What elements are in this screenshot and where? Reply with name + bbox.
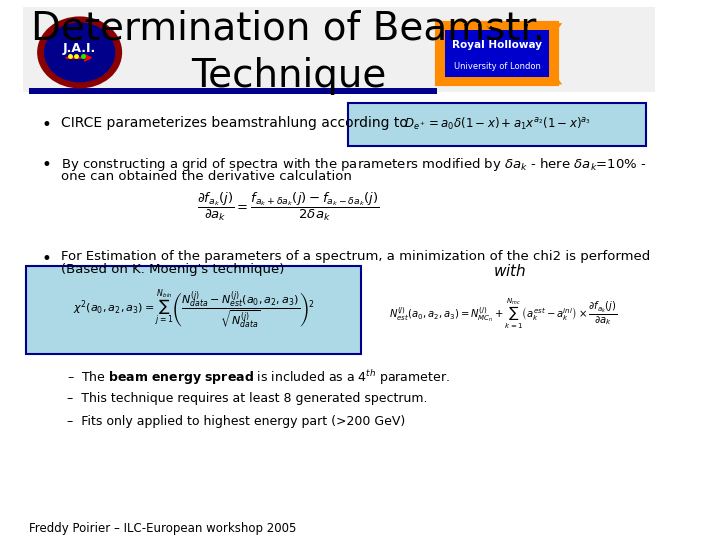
Polygon shape — [485, 23, 492, 28]
FancyBboxPatch shape — [348, 103, 646, 146]
FancyBboxPatch shape — [26, 266, 361, 354]
Polygon shape — [444, 23, 451, 28]
FancyBboxPatch shape — [29, 87, 437, 94]
Polygon shape — [485, 79, 492, 84]
Polygon shape — [471, 79, 479, 84]
FancyBboxPatch shape — [445, 30, 549, 78]
Text: Determination of Beamstr.
Technique: Determination of Beamstr. Technique — [31, 10, 546, 95]
Text: –  The $\mathbf{beam\ energy\ spread}$ is included as a 4$^{th}$ parameter.: – The $\mathbf{beam\ energy\ spread}$ is… — [67, 368, 450, 387]
Polygon shape — [499, 23, 507, 28]
Text: •: • — [42, 117, 52, 134]
Text: University of London: University of London — [454, 62, 541, 71]
Ellipse shape — [38, 18, 121, 87]
Text: (Based on K. Moenig's technique): (Based on K. Moenig's technique) — [60, 263, 284, 276]
Text: Freddy Poirier – ILC-European workshop 2005: Freddy Poirier – ILC-European workshop 2… — [29, 522, 297, 535]
Text: one can obtained the derivative calculation: one can obtained the derivative calculat… — [60, 170, 351, 183]
Text: –  This technique requires at least 8 generated spectrum.: – This technique requires at least 8 gen… — [67, 392, 428, 405]
Text: $\chi^2(a_0,a_2,a_3)=\sum_{j=1}^{N_{bin}}\left(\dfrac{N_{data}^{(j)}-N_{est}^{(j: $\chi^2(a_0,a_2,a_3)=\sum_{j=1}^{N_{bin}… — [73, 287, 315, 332]
Polygon shape — [457, 23, 465, 28]
Polygon shape — [471, 23, 479, 28]
Ellipse shape — [43, 22, 116, 83]
Polygon shape — [444, 79, 451, 84]
Text: •: • — [42, 249, 52, 268]
Text: •: • — [42, 157, 52, 174]
Text: Royal Holloway: Royal Holloway — [452, 39, 542, 50]
Polygon shape — [527, 79, 534, 84]
Polygon shape — [527, 23, 534, 28]
FancyBboxPatch shape — [23, 7, 655, 92]
Polygon shape — [457, 79, 465, 84]
Polygon shape — [541, 23, 549, 28]
Polygon shape — [541, 79, 549, 84]
Text: $\mathit{with}$: $\mathit{with}$ — [493, 263, 526, 279]
Text: For Estimation of the parameters of a spectrum, a minimization of the chi2 is pe: For Estimation of the parameters of a sp… — [60, 249, 650, 262]
FancyBboxPatch shape — [437, 23, 557, 84]
Text: $\dfrac{\partial f_{a_k}(j)}{\partial a_k} = \dfrac{f_{a_k+\delta a_k}(j) - f_{a: $\dfrac{\partial f_{a_k}(j)}{\partial a_… — [197, 191, 379, 224]
Polygon shape — [513, 23, 521, 28]
Text: J.A.I.: J.A.I. — [63, 42, 96, 55]
Text: –  Fits only applied to highest energy part (>200 GeV): – Fits only applied to highest energy pa… — [67, 415, 405, 428]
Polygon shape — [554, 23, 562, 28]
Text: $N_{est}^{(j)}(a_0,a_2,a_3)=N_{MC_n}^{(j)}+\sum_{k=1}^{N_{mc}}\left(a_k^{est}-a_: $N_{est}^{(j)}(a_0,a_2,a_3)=N_{MC_n}^{(j… — [390, 296, 618, 330]
Text: By constructing a grid of spectra with the parameters modified by $\delta a_k$ -: By constructing a grid of spectra with t… — [60, 157, 647, 173]
Polygon shape — [499, 79, 507, 84]
Polygon shape — [513, 79, 521, 84]
Text: CIRCE parameterizes beamstrahlung according to: CIRCE parameterizes beamstrahlung accord… — [60, 117, 408, 130]
Polygon shape — [554, 79, 562, 84]
Text: $D_{e^+} = a_0\delta(1-x) + a_1 x^{a_2}(1-x)^{a_3}$: $D_{e^+} = a_0\delta(1-x) + a_1 x^{a_2}(… — [404, 116, 590, 132]
